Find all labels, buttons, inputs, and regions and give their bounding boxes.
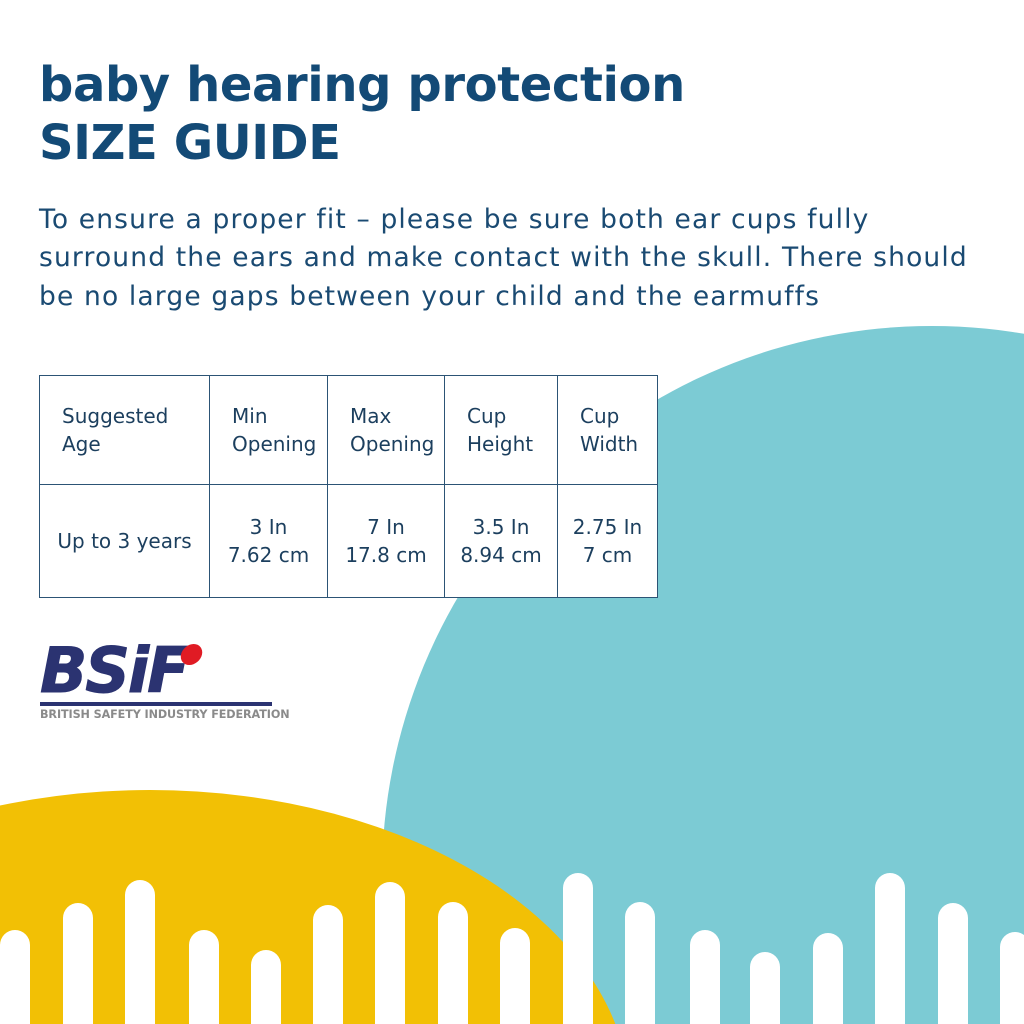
table-cell-r0-c4-line-2: 7 cm — [582, 543, 633, 567]
table-header-cell-1-line-2: Opening — [232, 432, 317, 456]
table-header-cell-4-line-2: Width — [580, 432, 639, 456]
sound-wave-bar-15 — [875, 873, 905, 1024]
table-header-cell-4: Cup Width — [557, 375, 658, 485]
size-guide-table-body: Up to 3 years 3 In 7.62 cm 7 In 17.8 cm 3.5 I… — [39, 484, 658, 598]
table-cell-r0-c0-line-1: Up to 3 years — [57, 529, 192, 553]
table-cell-r0-c2: 7 In 17.8 cm — [327, 484, 445, 598]
table-cell-r0-c2-line-2: 17.8 cm — [345, 543, 427, 567]
table-cell-r0-c4: 2.75 In 7 cm — [557, 484, 658, 598]
sound-wave-bar-13 — [750, 952, 780, 1024]
sound-wave-bar-17 — [1000, 932, 1024, 1024]
sound-wave-bar-2 — [63, 903, 93, 1024]
table-cell-r0-c1-line-1: 3 In — [249, 515, 288, 539]
size-guide-table-head: Suggested Age Min Opening Max Opening Cup Heigh… — [39, 375, 658, 485]
table-row: Up to 3 years 3 In 7.62 cm 7 In 17.8 cm 3.5 I… — [39, 484, 658, 598]
page-title-line-2: SIZE GUIDE — [39, 115, 341, 172]
bsif-wordmark: BSiF — [40, 634, 191, 707]
table-header-cell-1: Min Opening — [209, 375, 328, 485]
sound-wave-bar-11 — [625, 902, 655, 1024]
table-header-cell-2-line-2: Opening — [350, 432, 435, 456]
bsif-logo: BSiF BRITISH SAFETY INDUSTRY FEDERATION — [40, 634, 290, 722]
page-title-line-1: baby hearing protection — [39, 57, 685, 114]
table-header-cell-3-line-2: Height — [467, 432, 534, 456]
table-cell-r0-c3-line-2: 8.94 cm — [460, 543, 542, 567]
table-header-cell-3: Cup Height — [444, 375, 558, 485]
table-cell-r0-c3-line-1: 3.5 In — [472, 515, 530, 539]
table-header-row: Suggested Age Min Opening Max Opening Cup Heigh… — [39, 375, 658, 485]
size-guide-table: Suggested Age Min Opening Max Opening Cup Heigh… — [39, 375, 658, 598]
bsif-subtitle: BRITISH SAFETY INDUSTRY FEDERATION — [40, 708, 290, 721]
table-cell-r0-c0: Up to 3 years — [39, 484, 210, 598]
sound-wave-bar-16 — [938, 903, 968, 1024]
sound-wave-bar-10 — [563, 873, 593, 1024]
table-header-cell-2: Max Opening — [327, 375, 445, 485]
sound-wave-bar-12 — [690, 930, 720, 1024]
sound-wave-bar-5 — [251, 950, 281, 1024]
bsif-divider-rule — [40, 702, 272, 706]
sound-wave-bar-7 — [375, 882, 405, 1024]
table-cell-r0-c4-line-1: 2.75 In — [572, 515, 643, 539]
yellow-circle-shape — [0, 790, 630, 1024]
table-header-cell-4-line-1: Cup — [580, 404, 620, 428]
table-header-cell-2-line-1: Max — [350, 404, 392, 428]
table-header-cell-0-line-2: Age — [62, 432, 101, 456]
sound-wave-bar-14 — [813, 933, 843, 1024]
table-cell-r0-c3: 3.5 In 8.94 cm — [444, 484, 558, 598]
intro-paragraph: To ensure a proper fit – please be sure … — [39, 203, 968, 312]
sound-wave-bar-9 — [500, 928, 530, 1024]
sound-wave-bar-8 — [438, 902, 468, 1024]
table-cell-r0-c1-line-2: 7.62 cm — [227, 543, 310, 567]
sound-wave-bar-3 — [125, 880, 155, 1024]
sound-wave-bar-1 — [0, 930, 30, 1024]
table-cell-r0-c2-line-1: 7 In — [367, 515, 405, 539]
table-header-cell-0: Suggested Age — [39, 375, 210, 485]
table-header-cell-0-line-1: Suggested — [62, 404, 169, 428]
table-header-cell-1-line-1: Min — [232, 404, 268, 428]
sound-wave-bar-4 — [189, 930, 219, 1024]
sound-wave-bar-6 — [313, 905, 343, 1024]
table-cell-r0-c1: 3 In 7.62 cm — [209, 484, 328, 598]
page-title: baby hearing protection SIZE GUIDE — [39, 56, 799, 172]
table-header-cell-3-line-1: Cup — [467, 404, 507, 428]
